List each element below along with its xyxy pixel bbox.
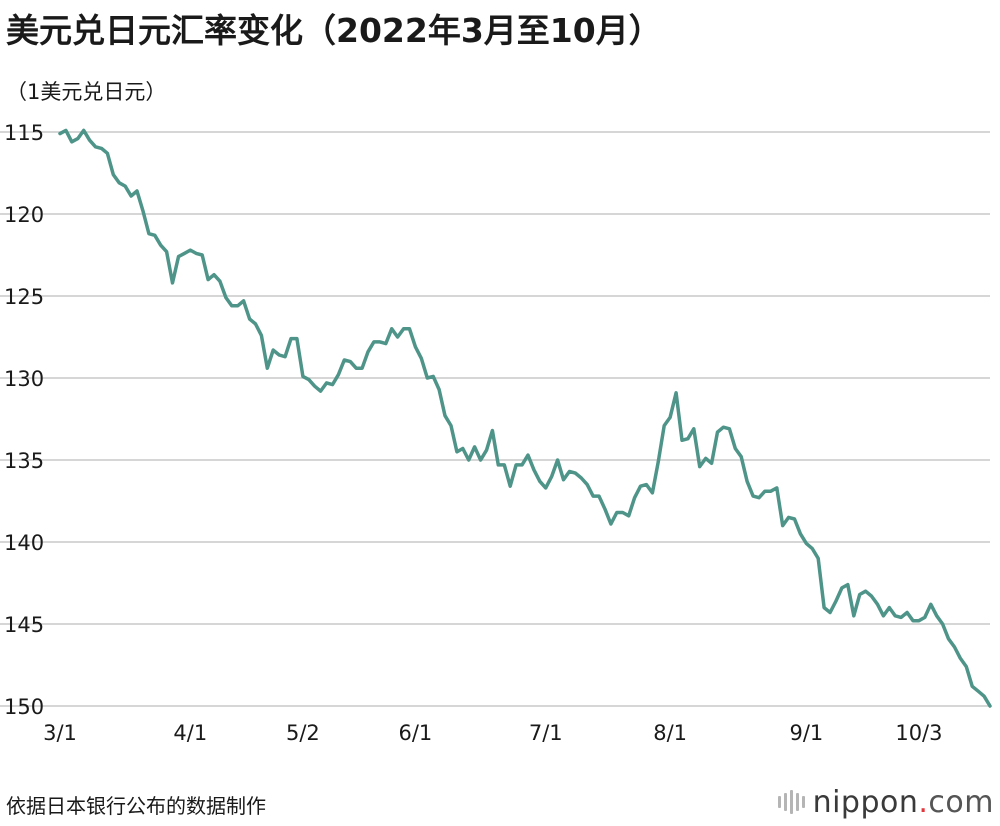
x-axis-ticks: 3/1 4/1 5/2 6/1 7/1 8/1 9/1 10/3 <box>43 721 942 745</box>
nippon-logo: nippon.com <box>777 782 994 822</box>
y-tick-label: 130 <box>4 367 44 391</box>
chart-title: 美元兑日元汇率变化（2022年3月至10月） <box>6 11 662 50</box>
y-tick-label: 140 <box>4 531 44 555</box>
x-tick-label: 4/1 <box>173 721 207 745</box>
x-tick-label: 10/3 <box>895 721 942 745</box>
gridlines <box>0 131 990 707</box>
y-tick-label: 150 <box>4 695 44 719</box>
x-tick-label: 6/1 <box>399 721 433 745</box>
y-tick-label: 135 <box>4 449 44 473</box>
source-note: 依据日本银行公布的数据制作 <box>6 794 266 818</box>
logo-wordmark: nippon.com <box>813 785 994 820</box>
y-axis-unit-label: （1美元兑日元） <box>6 80 167 104</box>
y-tick-label: 120 <box>4 203 44 227</box>
x-tick-label: 8/1 <box>653 721 687 745</box>
logo-bars-icon <box>777 790 805 814</box>
exchange-rate-line-chart: 115 120 125 130 135 140 145 150 3/1 4/1 5/2 6/1 7/1… <box>0 121 992 745</box>
logo-name: nippon <box>812 784 919 820</box>
logo-suffix: com <box>928 784 994 820</box>
x-tick-label: 3/1 <box>43 721 77 745</box>
x-tick-label: 7/1 <box>529 721 563 745</box>
x-tick-label: 9/1 <box>789 721 823 745</box>
y-tick-label: 145 <box>4 613 44 637</box>
logo-dot: . <box>918 784 929 820</box>
series-line-layer <box>58 128 992 708</box>
y-tick-label: 115 <box>4 121 44 145</box>
x-tick-label: 5/2 <box>286 721 320 745</box>
y-axis-ticks: 115 120 125 130 135 140 145 150 <box>4 121 44 719</box>
y-tick-label: 125 <box>4 285 44 309</box>
usd-jpy-series-line <box>58 128 992 708</box>
